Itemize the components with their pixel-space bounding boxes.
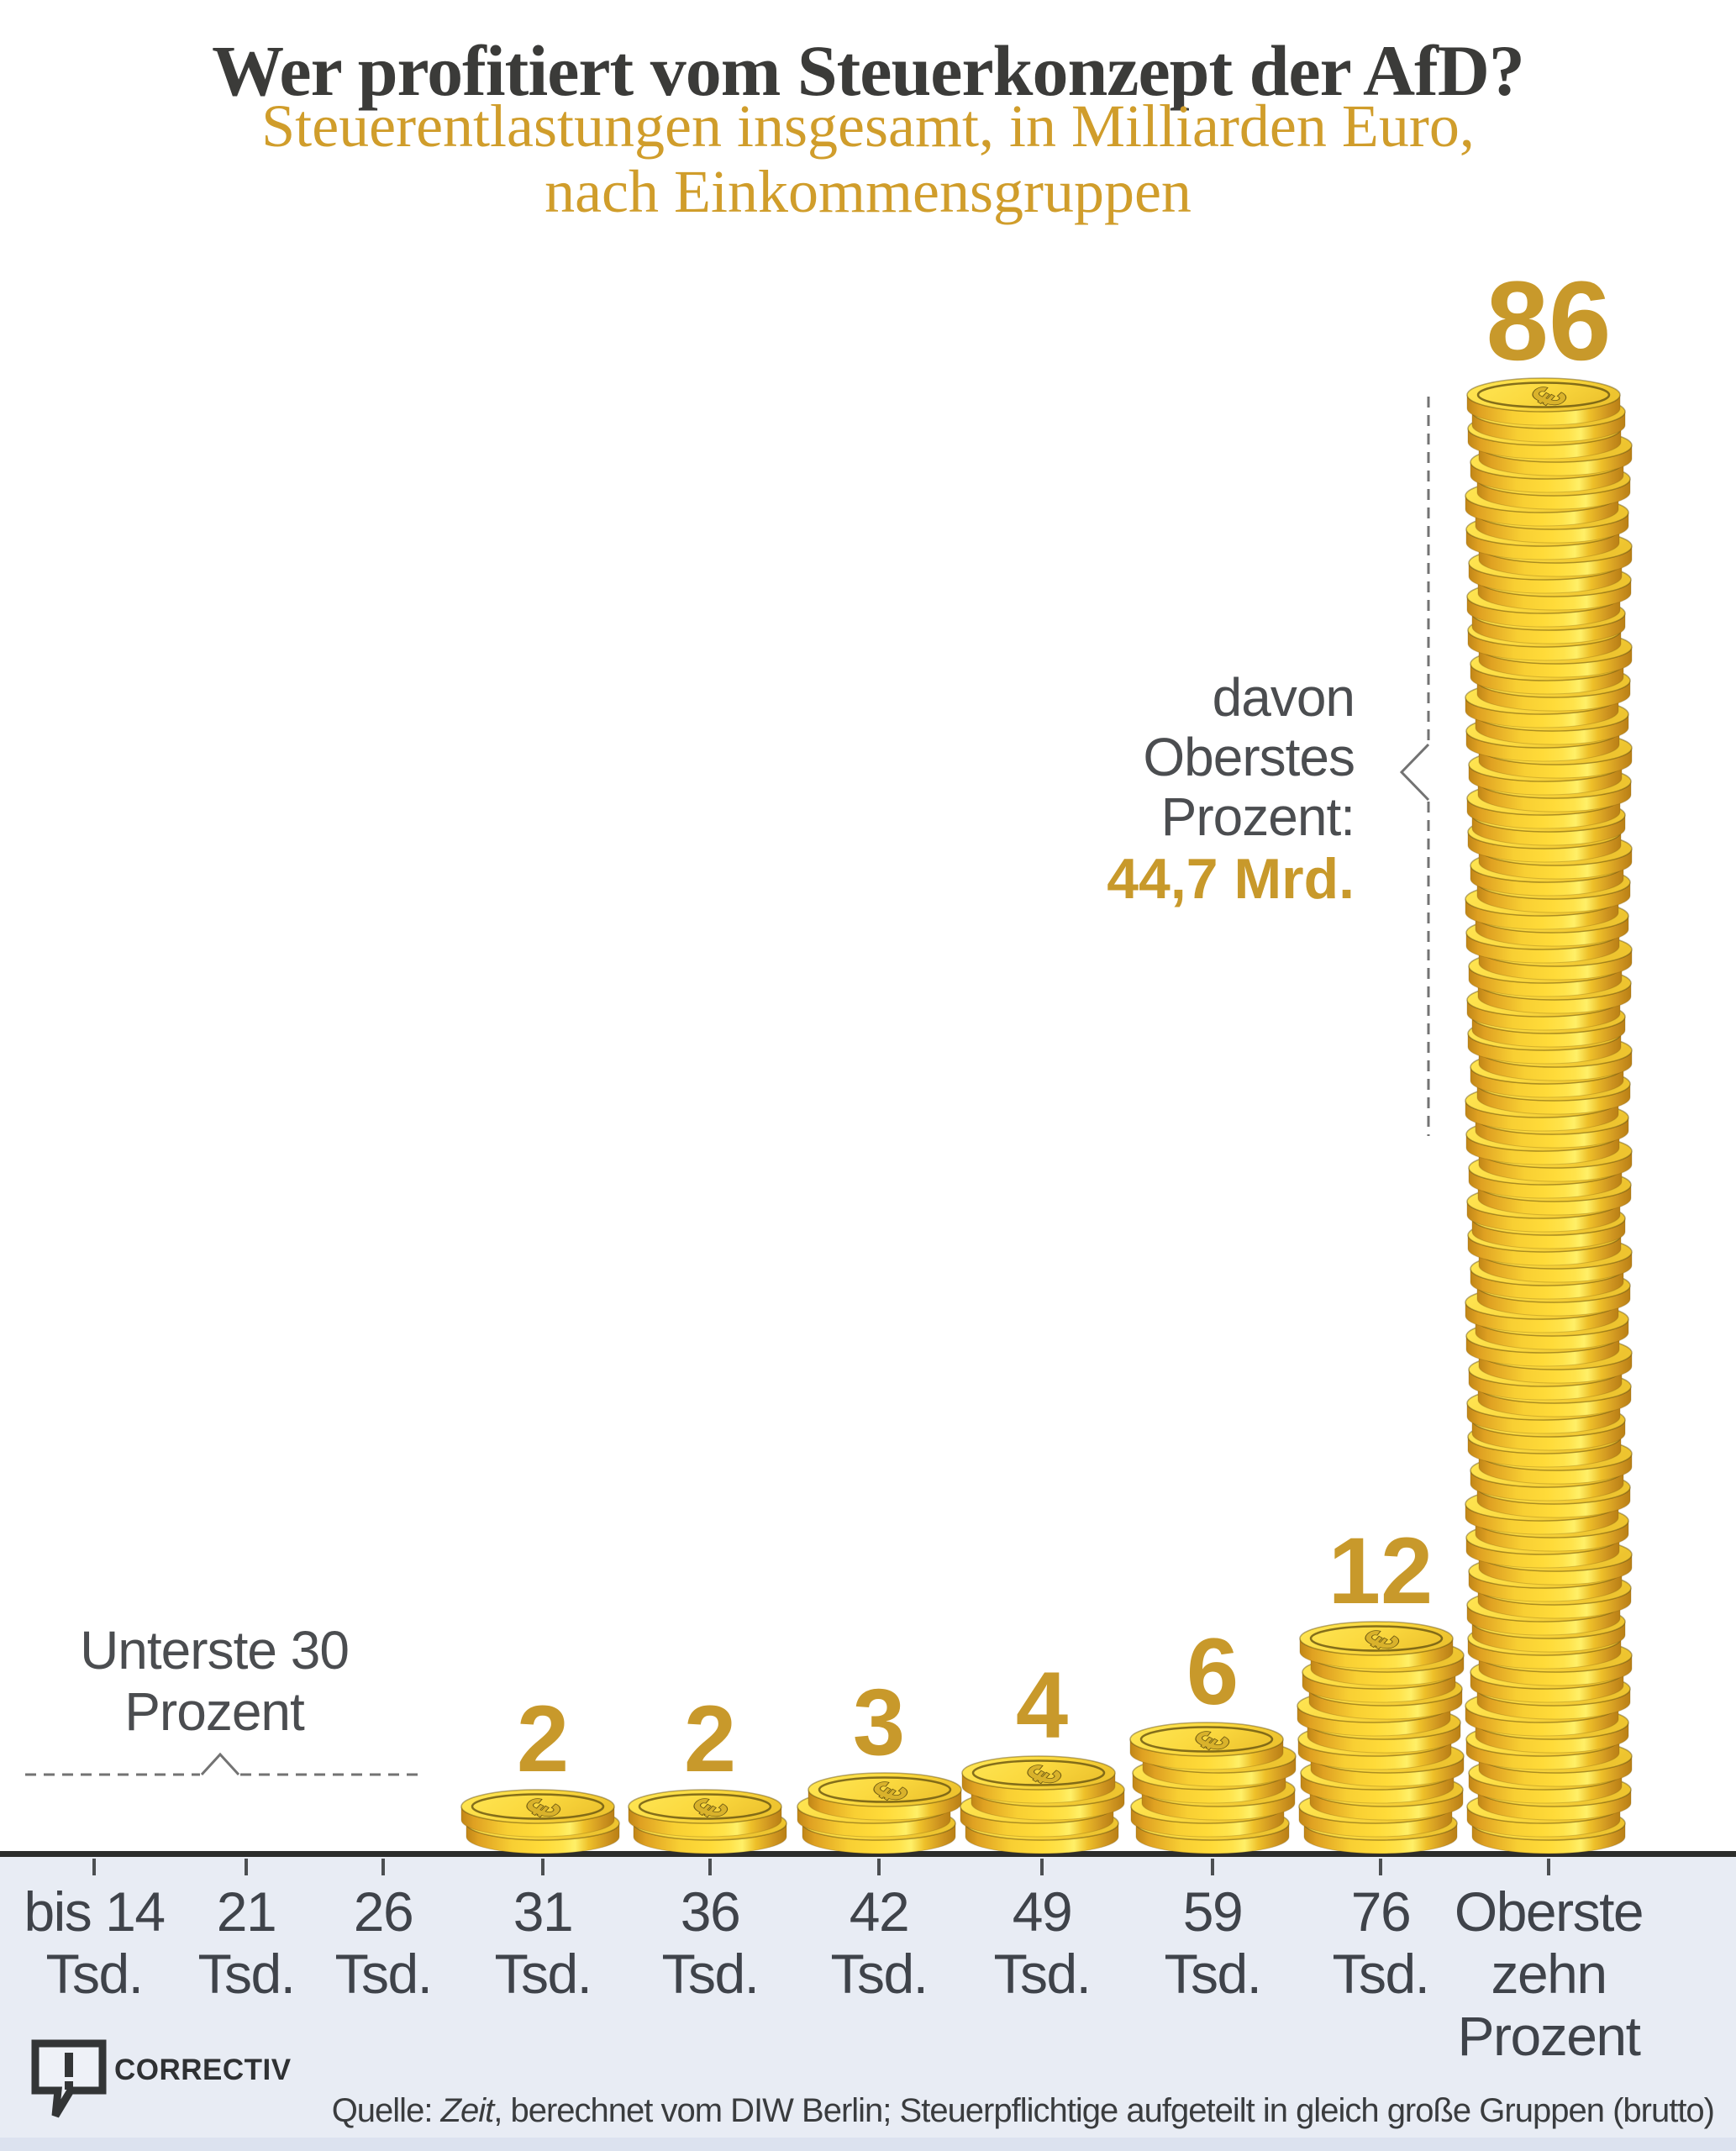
axis-label-line: Tsd. [1332, 1943, 1430, 2005]
x-axis-line [0, 1851, 1736, 1857]
axis-tick-8 [1379, 1859, 1382, 1875]
axis-label-line: 36 [680, 1880, 741, 1943]
source-rest: , berechnet vom DIW Berlin; Steuerpflich… [493, 2092, 1715, 2129]
coin-rim-ring [818, 1776, 952, 1803]
coin-rim-ring [471, 1793, 605, 1820]
coin-face [961, 1755, 1116, 1791]
annotation-top-percent-line1: davon [1212, 667, 1355, 728]
axis-label-line: Tsd. [494, 1943, 592, 2005]
axis-label-2: 26 Tsd. [282, 1880, 484, 2005]
coin-stack-36-Tsd.: € [628, 1789, 787, 1854]
coin-face [808, 1772, 962, 1807]
coin-rim-ring [638, 1793, 772, 1820]
coin-rim-ring [971, 1759, 1106, 1786]
coin-face [1299, 1621, 1454, 1656]
axis-tick-9 [1547, 1859, 1550, 1875]
coin-rim-ring [1476, 381, 1611, 408]
annotation-bottom-30-line1: Unterste 30 [80, 1620, 350, 1680]
annotation-top-percent-line3: Prozent: [1160, 786, 1355, 847]
axis-label-line: 21 [216, 1880, 277, 1943]
exclamation-bar [65, 2053, 73, 2077]
coin-stack-49-Tsd.: € [960, 1755, 1125, 1854]
annotation-bottom-30: Unterste 30 Prozent [25, 1620, 403, 1743]
axis-label-7: 59 Tsd. [1112, 1880, 1313, 2005]
axis-label-line: Tsd. [830, 1943, 928, 2005]
axis-label-6: 49 Tsd. [941, 1880, 1143, 2005]
page-subtitle-line1: Steuerentlastungen insgesamt, in Milliar… [261, 92, 1475, 160]
axis-tick-5 [877, 1859, 881, 1875]
brand-name: CORRECTIV [114, 2054, 292, 2086]
axis-label-5: 42 Tsd. [778, 1880, 980, 2005]
exclamation-dot [65, 2081, 73, 2090]
bar-value-label: 2 [517, 1686, 569, 1791]
axis-label-line: Tsd. [45, 1943, 144, 2005]
axis-label-line: 31 [513, 1880, 574, 1943]
bar-value-label: 86 [1486, 259, 1611, 384]
axis-label-line: Oberste [1454, 1880, 1644, 1943]
axis-label-line: 59 [1182, 1880, 1244, 1943]
axis-label-line: Tsd. [1164, 1943, 1262, 2005]
axis-tick-2 [381, 1859, 385, 1875]
axis-label-line: Tsd. [197, 1943, 296, 2005]
axis-label-line: Tsd. [334, 1943, 433, 2005]
axis-label-3: 31 Tsd. [442, 1880, 644, 2005]
coin-stack-31-Tsd.: € [460, 1789, 620, 1854]
coin-stack-76-Tsd.: € [1297, 1621, 1465, 1854]
axis-label-1: 21 Tsd. [145, 1880, 347, 2005]
bar-value-label: 3 [853, 1670, 905, 1775]
coin-face [460, 1789, 615, 1824]
annotation-bottom-30-line2: Prozent [124, 1681, 305, 1742]
axis-label-line: 42 [849, 1880, 910, 1943]
bottom-30-pointer-caret [200, 1752, 240, 1776]
axis-label-line: 76 [1350, 1880, 1412, 1943]
bottom-edge-strip [0, 2138, 1736, 2151]
source-line: Quelle: Zeit, berechnet vom DIW Berlin; … [331, 2092, 1715, 2130]
bar-value-label: 4 [1016, 1653, 1068, 1758]
coin-face [628, 1789, 782, 1824]
axis-label-8: 76 Tsd. [1280, 1880, 1481, 2005]
axis-label-line: zehn [1491, 1943, 1607, 2005]
axis-footer-band [0, 1857, 1736, 2151]
bar-value-label: 2 [684, 1686, 736, 1791]
axis-label-line: Tsd. [993, 1943, 1092, 2005]
correctiv-logo-icon [31, 2039, 107, 2118]
axis-label-9: Oberste zehn Prozent [1414, 1880, 1683, 2067]
annotation-top-percent-line2: Oberstes [1143, 727, 1355, 787]
source-publication: Zeit [440, 2092, 495, 2129]
bar-value-label: 12 [1328, 1518, 1434, 1623]
axis-label-line: 26 [353, 1880, 414, 1943]
axis-label-line: 49 [1012, 1880, 1073, 1943]
coin-stack-Oberste-zehn-Prozent: € [1465, 377, 1633, 1854]
bar-value-label: 6 [1186, 1619, 1239, 1724]
coin-rim-ring [1139, 1726, 1274, 1753]
coin-stack-42-Tsd.: € [797, 1772, 962, 1854]
page-subtitle-line2: nach Einkommensgruppen [544, 158, 1192, 225]
axis-tick-6 [1040, 1859, 1044, 1875]
coin-face [1466, 377, 1621, 413]
axis-label-4: 36 Tsd. [609, 1880, 811, 2005]
coin-stack-59-Tsd.: € [1129, 1722, 1297, 1854]
axis-label-line: Tsd. [661, 1943, 760, 2005]
axis-label-line: Prozent [1457, 2005, 1641, 2067]
speech-bubble-shape [31, 2039, 107, 2118]
axis-tick-3 [541, 1859, 544, 1875]
annotation-top-percent-value: 44,7 Mrd. [1107, 847, 1355, 911]
coin-face [1129, 1722, 1284, 1757]
axis-tick-0 [92, 1859, 96, 1875]
annotation-top-percent: davon Oberstes Prozent: 44,7 Mrd. [1107, 667, 1355, 912]
top-percent-pointer-chevron [1399, 743, 1430, 802]
axis-label-line: bis 14 [24, 1880, 166, 1943]
source-prefix: Quelle: [331, 2092, 441, 2129]
coin-rim-ring [1309, 1625, 1444, 1652]
page-title: Wer profitiert vom Steuerkonzept der AfD… [212, 30, 1525, 111]
axis-tick-4 [708, 1859, 712, 1875]
axis-tick-1 [245, 1859, 248, 1875]
axis-tick-7 [1211, 1859, 1214, 1875]
axis-label-0: bis 14 Tsd. [0, 1880, 195, 2005]
